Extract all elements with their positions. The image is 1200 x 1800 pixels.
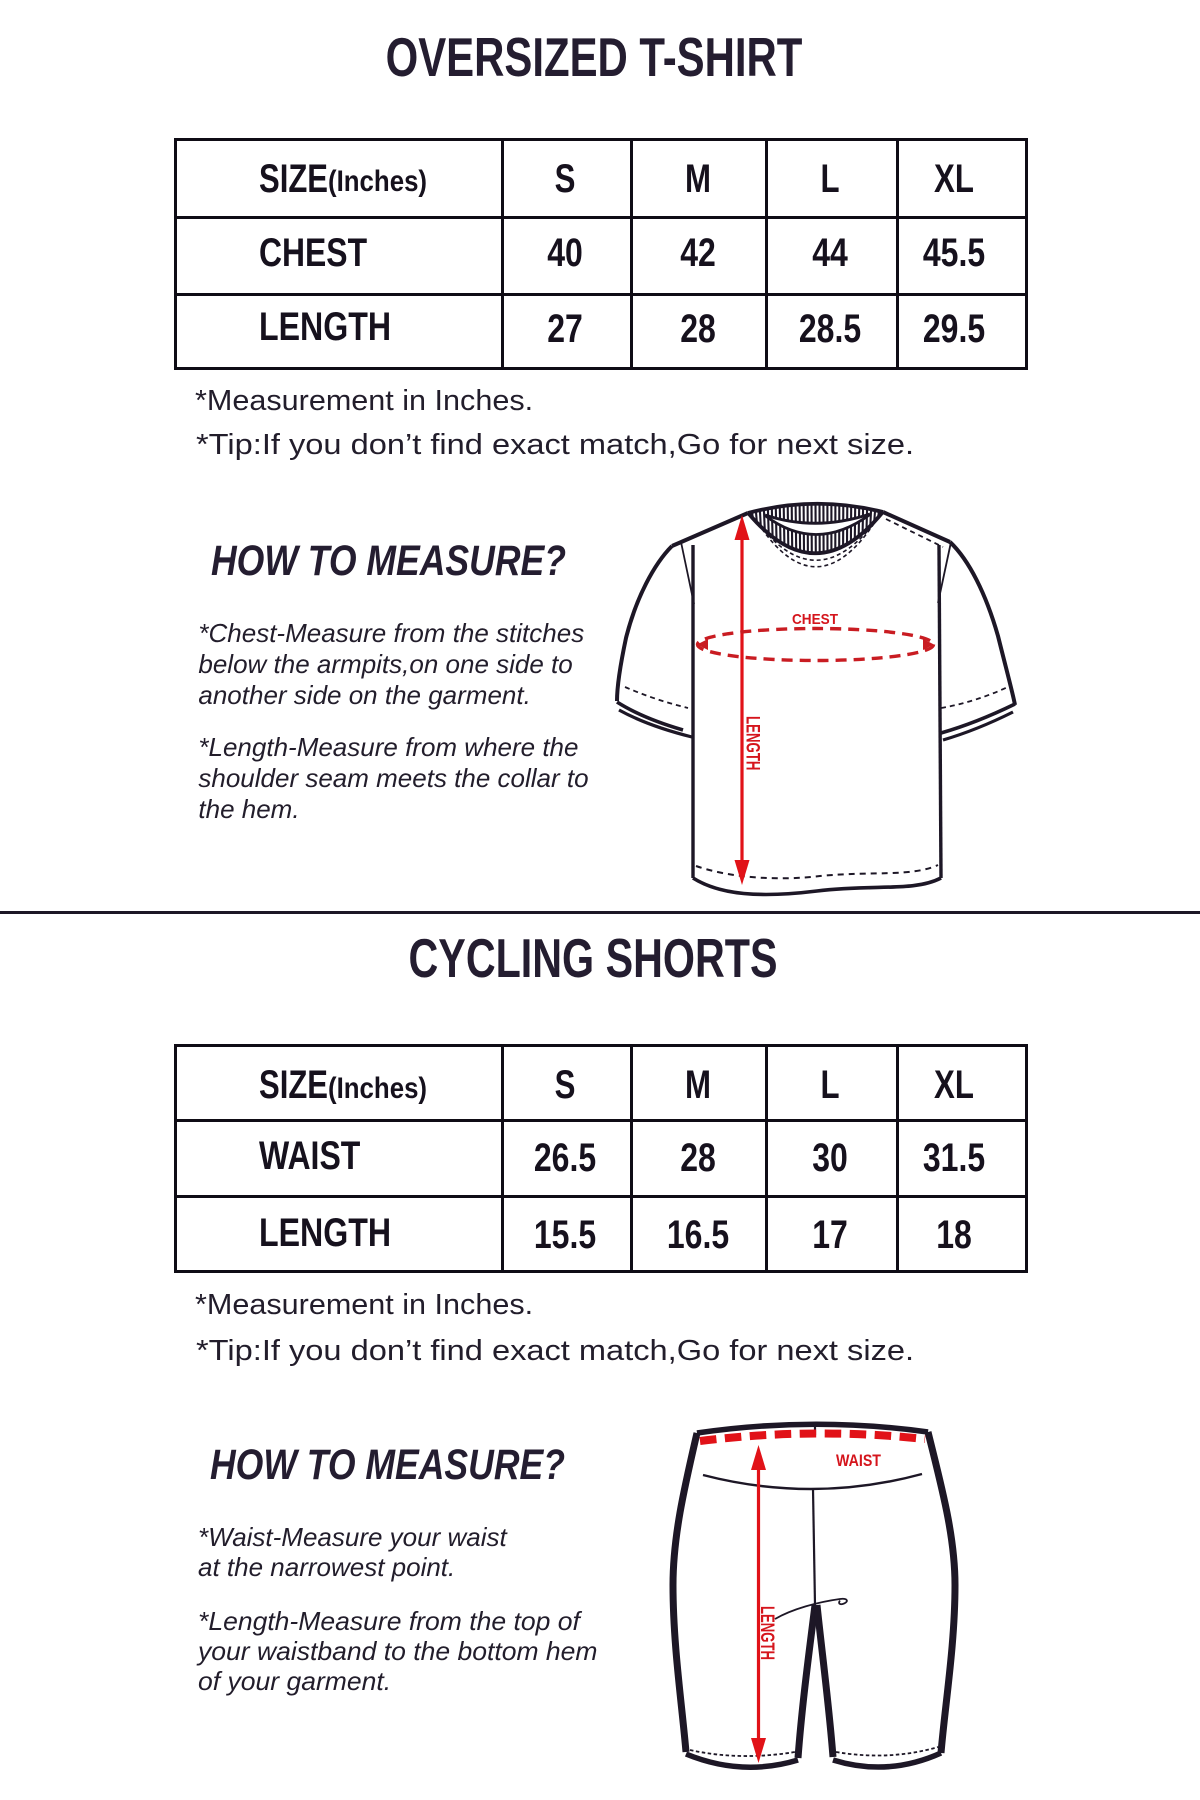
svg-text:LENGTH: LENGTH — [742, 716, 764, 771]
svg-text:LENGTH: LENGTH — [756, 1606, 778, 1660]
svg-text:WAIST: WAIST — [836, 1451, 882, 1470]
svg-text:CHEST: CHEST — [792, 611, 838, 628]
